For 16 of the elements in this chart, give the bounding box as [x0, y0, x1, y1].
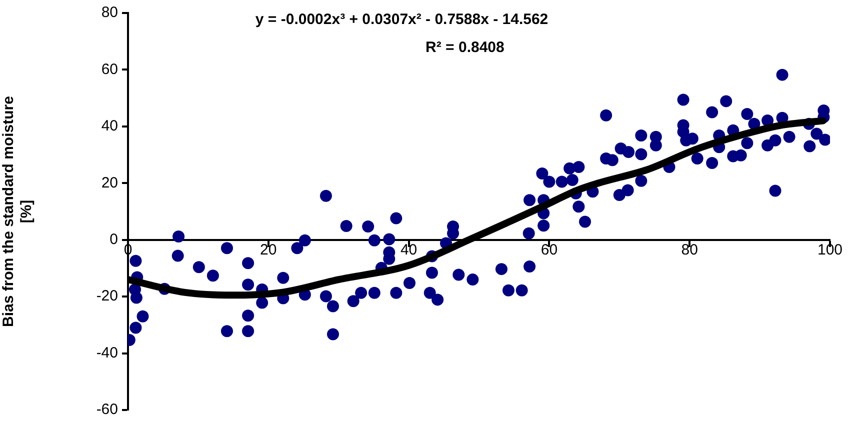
y-tick-label: 0: [110, 231, 118, 248]
y-axis-title: Bias from the standard moisture [%]: [0, 96, 36, 327]
x-tick-label: 60: [540, 242, 558, 258]
x-tick-label: 100: [817, 242, 843, 258]
x-tick-label: 80: [681, 242, 698, 258]
y-tick-label: 60: [101, 60, 118, 78]
x-tick-label: 20: [260, 242, 277, 258]
y-tick-label: -20: [96, 288, 118, 305]
x-tick-label: 40: [400, 242, 418, 258]
y-tick-label: -40: [96, 344, 118, 362]
annotation: y = -0.0002x³ + 0.0307x² - 0.7588x - 14.562: [255, 11, 548, 28]
y-tick-label: 80: [101, 4, 118, 22]
y-tick-label: 40: [101, 118, 118, 135]
y-tick-label: 20: [101, 174, 118, 192]
annotation: R² = 0.8408: [426, 39, 504, 56]
y-tick-label: -60: [96, 401, 118, 418]
